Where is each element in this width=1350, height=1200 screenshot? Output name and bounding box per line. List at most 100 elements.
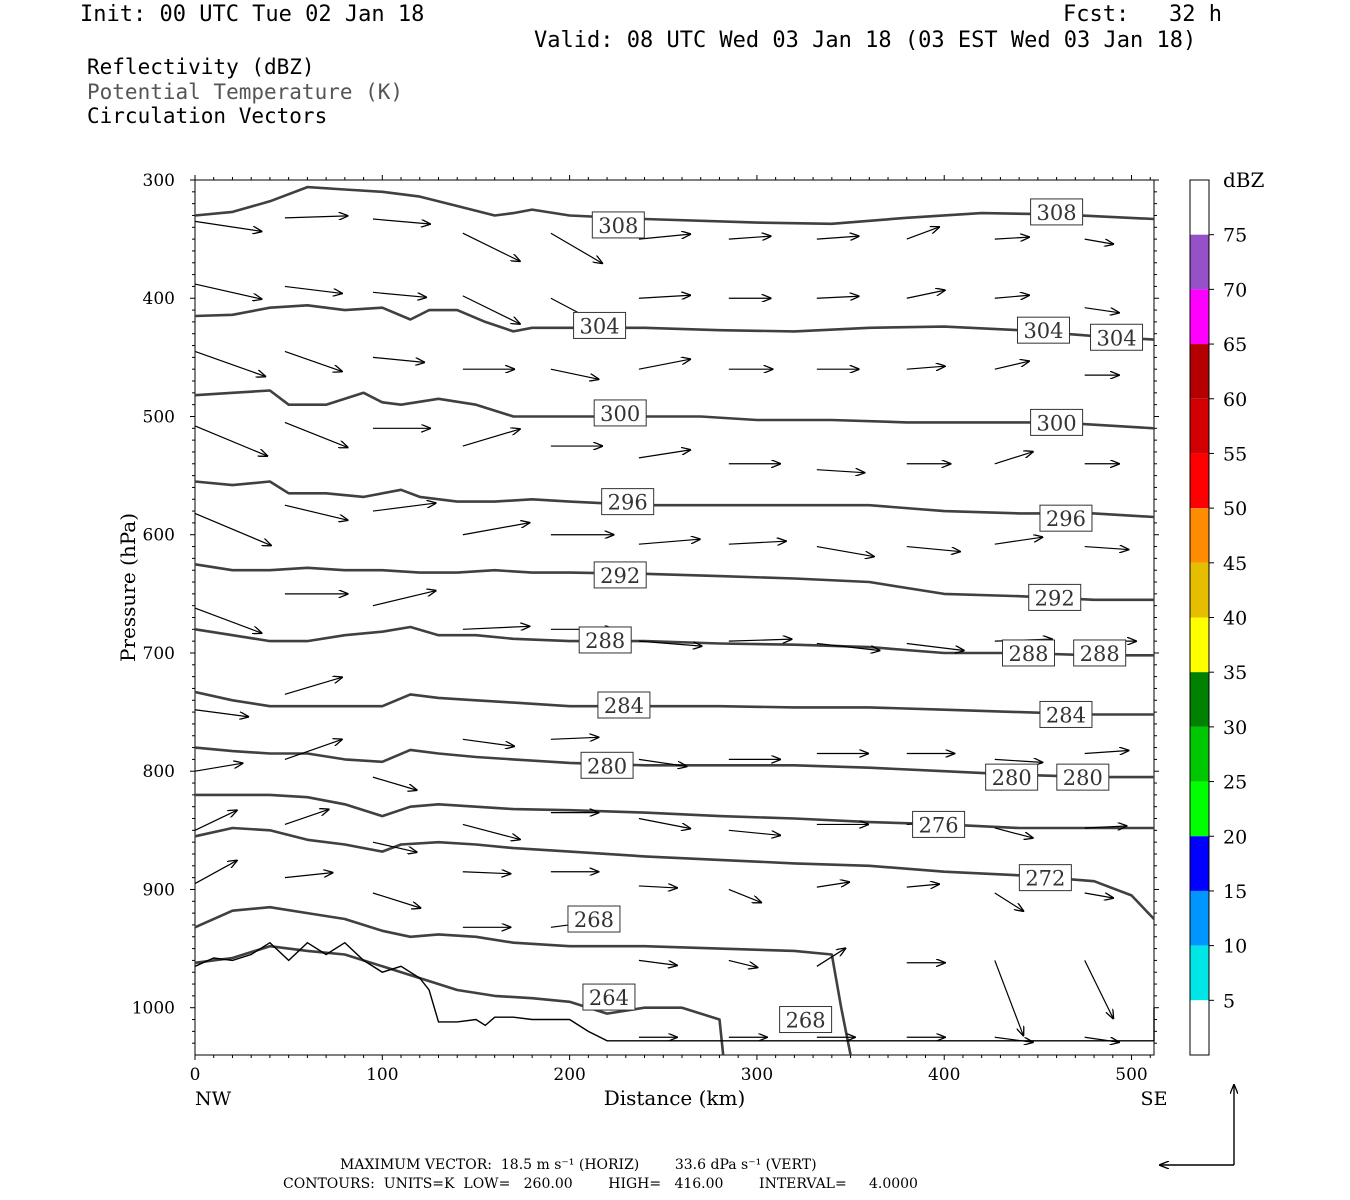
contour-label-box [1018, 864, 1072, 892]
colorbar-tick-label: 5 [1223, 990, 1235, 1012]
colorbar-tick-label: 30 [1223, 717, 1247, 739]
circulation-vector [1084, 307, 1119, 313]
circulation-vector [372, 218, 430, 224]
circulation-vector [1084, 892, 1114, 898]
circulation-vector [816, 236, 859, 239]
circulation-vector [194, 425, 267, 456]
x-axis-label: Distance (km) [604, 1086, 746, 1110]
contour-label: 296 [608, 491, 648, 515]
contour-label-box [1039, 700, 1093, 728]
contour-label: 284 [604, 694, 644, 718]
contour-label: 288 [1080, 642, 1120, 666]
circulation-vector [906, 642, 964, 651]
valid-time: Valid: 08 UTC Wed 03 Jan 18 (03 EST Wed … [534, 28, 1197, 53]
circulation-vector [194, 709, 248, 717]
contour-label: 308 [598, 214, 638, 238]
circulation-vector [638, 359, 690, 370]
x-tick-label: 300 [741, 1065, 773, 1085]
contour-label: 272 [1025, 867, 1065, 891]
contour-label-box [912, 810, 966, 838]
colorbar-tick-label: 50 [1223, 498, 1247, 520]
x-right-end-label: SE [1141, 1088, 1168, 1110]
y-tick-label: 700 [143, 644, 175, 664]
circulation-vector [1084, 238, 1114, 244]
circulation-vector [284, 216, 348, 218]
circulation-vector [906, 366, 945, 369]
circulation-vector [284, 350, 342, 371]
contour-label: 296 [1046, 507, 1086, 531]
circulation-vector [1084, 826, 1127, 828]
colorbar-segment [1190, 180, 1209, 235]
circulation-vector [994, 237, 1029, 239]
contour-label: 268 [574, 908, 614, 932]
x-tick-label: 500 [1115, 1065, 1147, 1085]
circulation-vector [194, 512, 271, 545]
contour-label-box [1002, 639, 1056, 667]
theta-contour-268 [194, 905, 852, 1056]
init-time: Init: 00 UTC Tue 02 Jan 18 [80, 2, 425, 27]
y-tick-label: 400 [143, 289, 175, 309]
y-tick-label: 500 [143, 407, 175, 427]
contour-label: 304 [580, 314, 620, 338]
contour-label: 292 [600, 564, 640, 588]
circulation-vector [638, 817, 690, 829]
theta-contour-300 [194, 389, 1155, 430]
circulation-vector [638, 640, 702, 646]
circulation-vector [372, 503, 436, 512]
colorbar-segment [1190, 453, 1209, 509]
theta-contour-264 [194, 944, 725, 1056]
theta-contour-296 [194, 480, 1155, 519]
circulation-vector [728, 541, 786, 544]
theta-contour-280 [194, 746, 1154, 779]
circulation-vector [284, 677, 342, 695]
y-tick-label: 900 [143, 880, 175, 900]
contour-label-box [1016, 316, 1070, 344]
theta-contour-284 [194, 690, 1154, 716]
contour-label-box [591, 211, 645, 239]
contour-label: 288 [585, 629, 625, 653]
contour-label-box [1030, 408, 1084, 436]
contour-label: 280 [587, 754, 627, 778]
colorbar-tick-label: 10 [1223, 936, 1247, 958]
circulation-vector [728, 959, 758, 967]
circulation-vector [194, 283, 262, 299]
circulation-vector [994, 452, 1033, 465]
circulation-vector [284, 739, 342, 760]
circulation-vector [816, 948, 846, 967]
colorbar-title: dBZ [1223, 168, 1265, 192]
circulation-vector [906, 545, 960, 552]
circulation-vector [638, 886, 677, 888]
colorbar-tick-label: 70 [1223, 279, 1247, 301]
contour-label-box [779, 1006, 833, 1034]
colorbar-tick-label: 55 [1223, 443, 1247, 465]
y-tick-label: 300 [143, 171, 175, 191]
contour-label-box [593, 561, 647, 589]
circulation-vector [462, 872, 511, 874]
circulation-vector [638, 450, 690, 459]
contour-label-box [578, 626, 632, 654]
colorbar-segment [1190, 781, 1209, 837]
circulation-vector [1084, 547, 1129, 550]
colorbar-tick-label: 40 [1223, 608, 1247, 630]
circulation-vector [462, 738, 514, 746]
contour-label-box [1030, 198, 1084, 226]
circulation-vector [638, 758, 687, 766]
circulation-vector [906, 290, 945, 299]
circulation-vector [284, 873, 333, 879]
colorbar-segment [1190, 234, 1209, 290]
colorbar-tick-label: 45 [1223, 553, 1247, 575]
y-tick-label: 600 [143, 526, 175, 546]
circulation-vector [284, 504, 348, 520]
contour-label: 264 [589, 986, 629, 1010]
circulation-vector [728, 639, 792, 641]
circulation-vector [728, 888, 761, 902]
colorbar-segment [1190, 1000, 1209, 1055]
colorbar-segment [1190, 945, 1209, 1001]
circulation-vector [194, 810, 237, 831]
legend-theta: Potential Temperature (K) [87, 80, 404, 104]
circulation-vector [728, 236, 771, 239]
circulation-vector [994, 892, 1024, 911]
contour-label: 304 [1023, 319, 1063, 343]
contour-label-box [567, 905, 621, 933]
